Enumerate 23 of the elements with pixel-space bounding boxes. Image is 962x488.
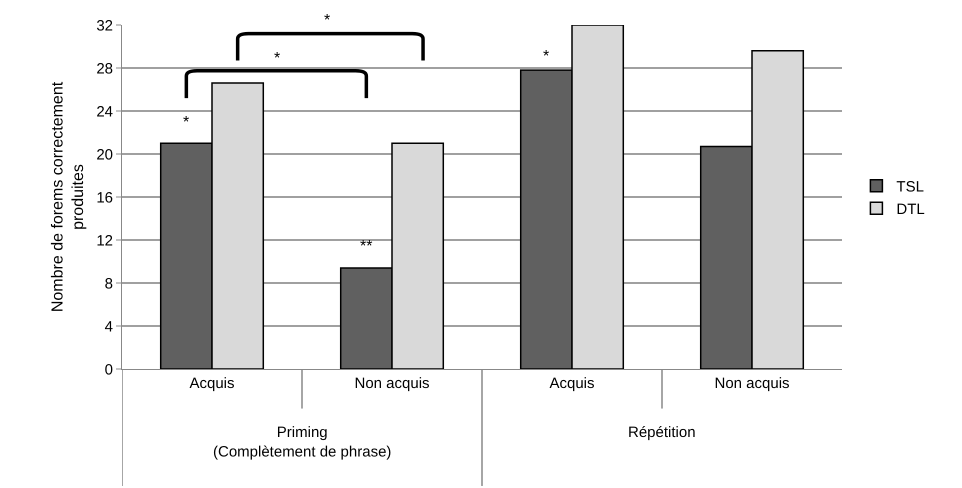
y-tick-label: 24 (96, 103, 113, 120)
y-axis-title: Nombre de forems correctement produites (49, 81, 88, 312)
annotation: ** (360, 238, 372, 255)
y-tick-label: 28 (96, 60, 113, 78)
x-tick-label: Non acquis (714, 375, 790, 392)
legend-label: DTL (896, 201, 925, 218)
y-tick-label: 12 (96, 232, 113, 250)
y-tick-label: 16 (96, 189, 113, 206)
x-tick-label: Acquis (549, 375, 595, 392)
annotation: * (543, 48, 550, 65)
annotation: * (183, 114, 190, 131)
x-tick-label: Non acquis (354, 375, 430, 392)
annotation: * (274, 50, 280, 67)
y-tick-label: 4 (104, 318, 113, 336)
y-tick-label: 8 (104, 275, 113, 292)
text: Priming (Complètement de phrase) (213, 424, 392, 460)
annotation: * (324, 12, 330, 29)
legend-label: TSL (896, 178, 924, 196)
y-tick-label: 20 (96, 146, 113, 164)
y-tick-label: 32 (96, 17, 113, 34)
y-tick-label: 0 (104, 361, 113, 378)
x-tick-label: Acquis (189, 375, 235, 392)
text: Répétition (628, 424, 696, 441)
